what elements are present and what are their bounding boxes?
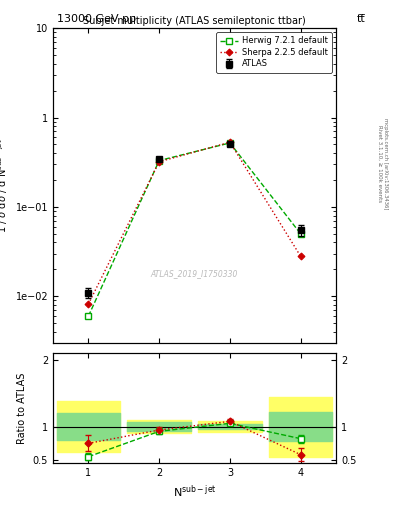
Text: ATLAS_2019_I1750330: ATLAS_2019_I1750330 <box>151 269 238 278</box>
Y-axis label: 1 / $\sigma$ d$\sigma$ / d N$^{\mathregular{sub-jet}}$: 1 / $\sigma$ d$\sigma$ / d N$^{\mathregu… <box>0 138 10 233</box>
Sherpa 2.2.5 default <box>298 253 303 260</box>
Line: Herwig 7.2.1 default: Herwig 7.2.1 default <box>85 140 304 319</box>
Text: 13000 GeV pp: 13000 GeV pp <box>57 14 136 25</box>
Text: tt̅: tt̅ <box>357 14 365 25</box>
Text: mcplots.cern.ch [arXiv:1306.3436]: mcplots.cern.ch [arXiv:1306.3436] <box>384 118 388 209</box>
Title: Subjet multiplicity (ATLAS semileptonic ttbar): Subjet multiplicity (ATLAS semileptonic … <box>83 16 306 26</box>
Herwig 7.2.1 default <box>157 158 162 164</box>
Herwig 7.2.1 default <box>298 231 303 237</box>
Herwig 7.2.1 default <box>228 140 232 146</box>
Sherpa 2.2.5 default <box>157 159 162 165</box>
Y-axis label: Ratio to ATLAS: Ratio to ATLAS <box>17 373 27 444</box>
Sherpa 2.2.5 default <box>86 301 91 307</box>
Line: Sherpa 2.2.5 default: Sherpa 2.2.5 default <box>86 140 303 307</box>
X-axis label: N$^{\mathregular{sub-jet}}$: N$^{\mathregular{sub-jet}}$ <box>173 484 217 500</box>
Herwig 7.2.1 default <box>86 313 91 319</box>
Sherpa 2.2.5 default <box>228 139 232 145</box>
Text: Rivet 3.1.10, ≥ 100k events: Rivet 3.1.10, ≥ 100k events <box>377 125 382 202</box>
Legend: Herwig 7.2.1 default, Sherpa 2.2.5 default, ATLAS: Herwig 7.2.1 default, Sherpa 2.2.5 defau… <box>216 32 332 73</box>
